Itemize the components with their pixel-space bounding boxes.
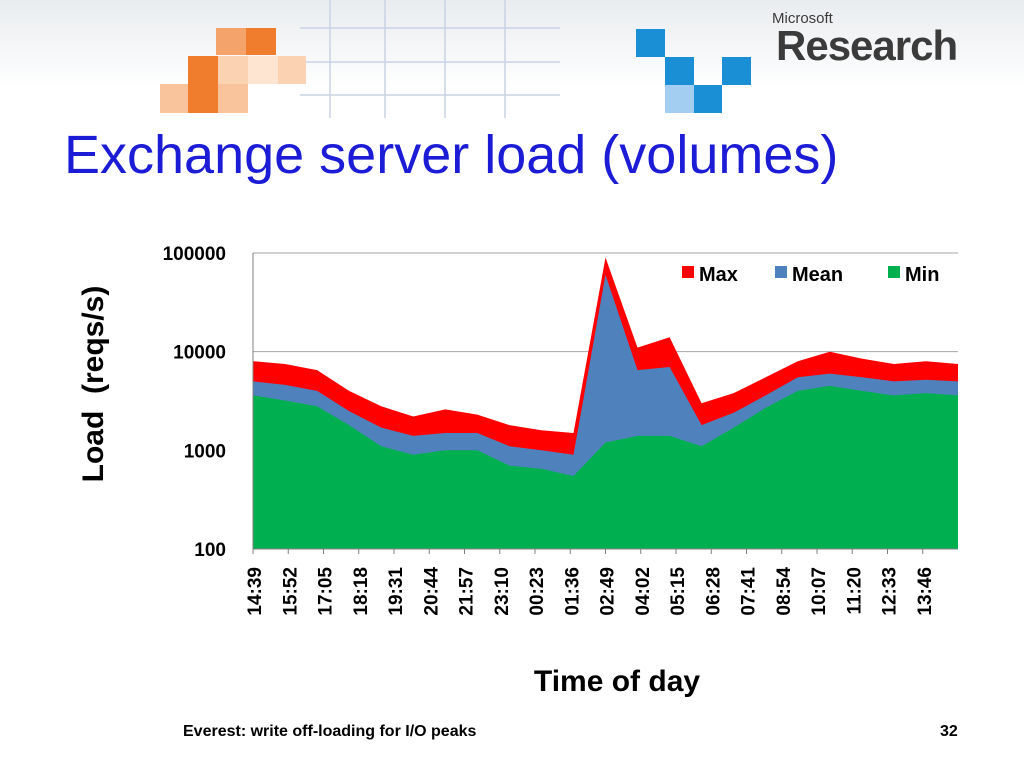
x-tick-label: 18:18 bbox=[351, 567, 372, 616]
legend-swatch bbox=[775, 266, 787, 278]
research-wordmark: Research bbox=[776, 22, 958, 69]
x-tick-label: 14:39 bbox=[245, 567, 266, 616]
x-tick-label: 12:33 bbox=[880, 567, 901, 616]
y-tick-label: 1000 bbox=[184, 441, 226, 462]
x-tick-label: 00:23 bbox=[527, 567, 548, 616]
series-areas bbox=[253, 257, 958, 549]
orange-squares bbox=[160, 28, 306, 113]
y-tick-labels: 100 1000 10000 100000 bbox=[163, 244, 226, 561]
x-tick-label: 01:36 bbox=[562, 567, 583, 616]
x-tick-label: 06:28 bbox=[703, 567, 724, 616]
x-tick-label: 11:20 bbox=[844, 567, 865, 615]
x-tick-label: 07:41 bbox=[739, 567, 760, 616]
blue-squares bbox=[636, 29, 751, 113]
x-axis-label: Time of day bbox=[534, 665, 700, 698]
x-tick-label: 17:05 bbox=[316, 567, 337, 616]
legend-item-mean: Mean bbox=[775, 264, 843, 286]
x-tick-label: 10:07 bbox=[809, 567, 830, 616]
slide-title: Exchange server load (volumes) bbox=[64, 125, 839, 185]
footer-text: Everest: write off-loading for I/O peaks bbox=[183, 723, 477, 740]
legend-label: Min bbox=[905, 264, 939, 286]
legend-item-min: Min bbox=[888, 264, 939, 286]
x-tick-label: 15:52 bbox=[280, 567, 301, 616]
x-tick-label: 13:46 bbox=[915, 567, 936, 616]
series-area-min bbox=[253, 385, 958, 549]
y-tick-label: 100 bbox=[194, 540, 226, 561]
whiteboard-sketch bbox=[300, 0, 560, 118]
x-tick-label: 23:10 bbox=[492, 567, 513, 616]
x-tick-label: 08:54 bbox=[774, 567, 795, 616]
y-axis-label: Load (reqs/s) bbox=[77, 286, 110, 483]
axes bbox=[252, 253, 958, 554]
x-tick-label: 19:31 bbox=[386, 567, 407, 616]
x-tick-labels: 14:39 15:52 17:05 18:18 19:31 20:44 21:57 23:10… bbox=[245, 567, 936, 616]
page-number: 32 bbox=[940, 723, 958, 740]
legend-swatch bbox=[888, 266, 900, 278]
banner-decoration bbox=[0, 0, 1024, 118]
x-tick-label: 20:44 bbox=[421, 567, 442, 616]
legend-label: Mean bbox=[792, 264, 843, 286]
x-tick-label: 21:57 bbox=[457, 567, 478, 616]
y-tick-label: 10000 bbox=[173, 343, 226, 364]
x-tick-label: 02:49 bbox=[598, 567, 619, 616]
x-tick-label: 04:02 bbox=[633, 567, 654, 616]
y-tick-label: 100000 bbox=[163, 244, 226, 265]
legend: Max Mean Min bbox=[682, 264, 939, 286]
legend-swatch bbox=[682, 266, 694, 278]
legend-item-max: Max bbox=[682, 264, 738, 286]
x-tick-label: 05:15 bbox=[668, 567, 689, 616]
microsoft-wordmark: Microsoft bbox=[772, 10, 833, 27]
legend-label: Max bbox=[699, 264, 738, 286]
